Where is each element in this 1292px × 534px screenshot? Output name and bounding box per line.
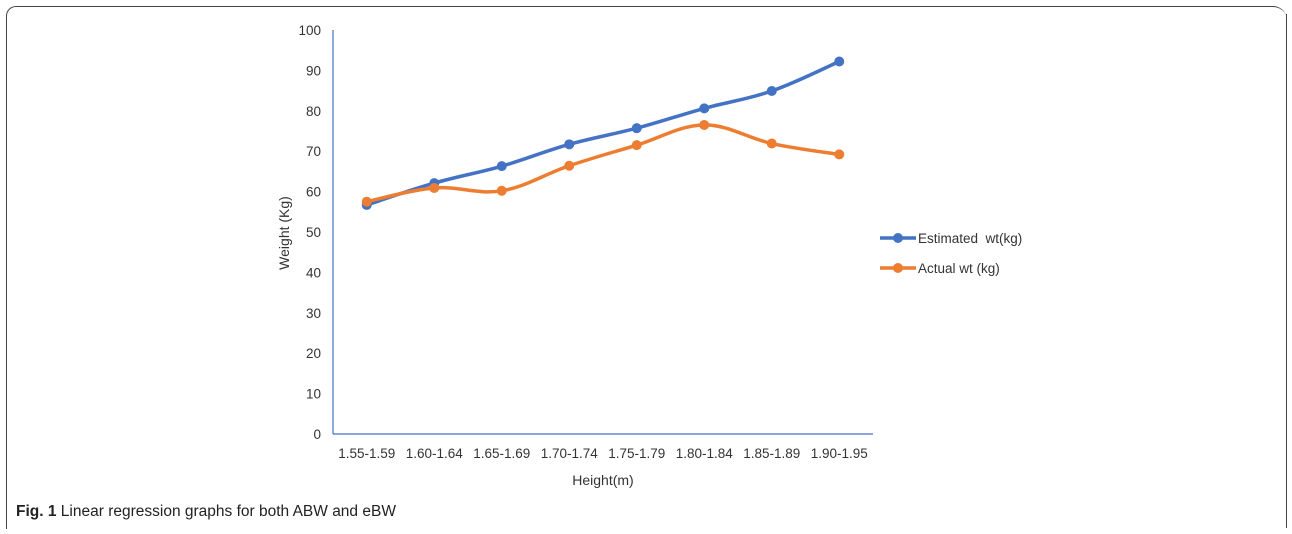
y-tick-label: 100 [298, 23, 321, 38]
y-tick-label: 60 [306, 185, 321, 200]
data-point-series-2 [834, 149, 845, 160]
legend-label: Actual wt (kg) [918, 261, 1000, 276]
y-tick-label: 40 [306, 265, 321, 280]
y-tick-label: 70 [306, 144, 321, 159]
figure-label: Fig. 1 [16, 503, 57, 520]
x-tick-label: 1.60-1.64 [406, 446, 464, 461]
y-tick-label: 20 [306, 346, 321, 361]
x-tick-label: 1.70-1.74 [541, 446, 599, 461]
data-point-series-2 [766, 138, 777, 149]
data-point-series-2 [496, 185, 507, 196]
figure-caption: Fig. 1 Linear regression graphs for both… [16, 503, 396, 521]
figure-caption-text: Linear regression graphs for both ABW an… [60, 503, 396, 520]
x-tick-labels: 1.55-1.59 1.60-1.64 1.65-1.69 1.70-1.74 1.75… [338, 446, 868, 461]
legend-label: Estimated wt(kg) [918, 231, 1022, 246]
data-point-series-2 [361, 196, 372, 207]
data-point-series-1 [631, 123, 642, 134]
data-point-series-1 [834, 56, 845, 67]
x-tick-label: 1.90-1.95 [811, 446, 868, 461]
y-tick-label: 10 [306, 387, 321, 402]
data-point-series-2 [699, 119, 710, 130]
data-point-series-2 [429, 182, 440, 193]
series-line-1 [365, 59, 841, 207]
y-tick-label: 80 [306, 104, 321, 119]
figure-frame-edge [1286, 14, 1287, 528]
data-point-series-1 [564, 139, 575, 150]
y-tick-label: 90 [306, 63, 321, 78]
series-line-2 [365, 123, 841, 204]
series-points [361, 56, 845, 210]
x-tick-label: 1.65-1.69 [473, 446, 530, 461]
data-point-series-1 [496, 161, 507, 172]
data-point-series-2 [564, 160, 575, 171]
x-tick-label: 1.80-1.84 [676, 446, 734, 461]
chart-legend: Estimated wt(kg) Actual wt (kg) [880, 231, 1022, 276]
x-axis-label: Height(m) [572, 472, 633, 488]
legend-swatch-marker [893, 233, 903, 243]
legend-swatch-marker [893, 263, 903, 273]
data-point-series-1 [766, 86, 777, 97]
y-tick-label: 0 [313, 427, 321, 442]
y-tick-labels: 0 10 20 30 40 50 60 70 80 90 100 [298, 23, 321, 442]
data-point-series-1 [699, 103, 710, 114]
data-point-series-2 [631, 140, 642, 151]
x-tick-label: 1.75-1.79 [608, 446, 665, 461]
series-lines [365, 59, 841, 207]
figure-frame [6, 6, 1287, 529]
x-tick-label: 1.55-1.59 [338, 446, 395, 461]
y-tick-label: 30 [306, 306, 321, 321]
y-axis-label: Weight (Kg) [276, 196, 292, 270]
x-tick-label: 1.85-1.89 [743, 446, 800, 461]
y-tick-label: 50 [306, 225, 321, 240]
